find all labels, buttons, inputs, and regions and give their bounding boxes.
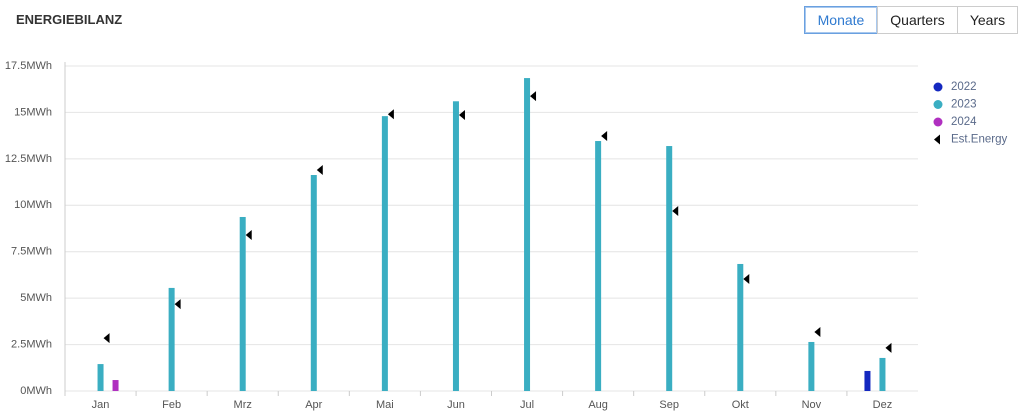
bar [864, 370, 871, 391]
y-tick-label: 17.5MWh [5, 60, 52, 72]
x-tick-label: Nov [802, 399, 822, 411]
x-tick-label: Dez [873, 399, 893, 411]
x-tick-label: Mrz [234, 399, 252, 411]
x-tick-label: Sep [659, 399, 679, 411]
x-tick-label: Feb [162, 399, 181, 411]
y-tick-label: 12.5MWh [5, 153, 52, 165]
est-marker [245, 230, 252, 240]
legend-label[interactable]: Est.Energy [951, 134, 1007, 146]
bar [879, 357, 886, 391]
est-marker [672, 206, 679, 217]
bar [452, 101, 459, 392]
bar [524, 78, 531, 392]
x-tick-label: Jul [520, 399, 534, 411]
legend-marker [934, 134, 940, 145]
x-tick-label: Jan [92, 399, 110, 411]
period-button[interactable]: Years [957, 6, 1018, 34]
est-marker [103, 333, 110, 344]
bar [381, 116, 388, 392]
bar [808, 341, 815, 391]
legend-label[interactable]: 2024 [951, 116, 977, 128]
legend-label[interactable]: 2022 [951, 81, 977, 93]
bar [737, 263, 744, 391]
legend-marker [933, 82, 943, 92]
est-marker [530, 91, 537, 102]
period-button[interactable]: Monate [804, 6, 878, 34]
est-marker [885, 342, 892, 353]
bar [666, 146, 673, 391]
bar [310, 175, 317, 391]
est-marker [743, 274, 750, 285]
y-tick-label: 7.5MWh [11, 246, 52, 258]
x-tick-label: Aug [588, 399, 608, 411]
y-tick-label: 2.5MWh [11, 338, 52, 350]
bar [239, 216, 246, 391]
bar [112, 380, 119, 391]
legend-label[interactable]: 2023 [951, 99, 977, 111]
x-tick-label: Okt [732, 399, 749, 411]
est-marker [814, 326, 821, 337]
y-tick-label: 10MWh [14, 199, 52, 211]
est-marker [387, 109, 394, 120]
legend-marker [933, 117, 943, 127]
x-tick-label: Mai [376, 399, 394, 411]
est-marker [174, 299, 181, 310]
bar [168, 287, 175, 391]
est-marker [458, 110, 465, 121]
bar [97, 364, 104, 391]
x-tick-label: Apr [305, 399, 322, 411]
y-tick-label: 15MWh [14, 106, 52, 118]
y-tick-label: 0MWh [20, 385, 52, 397]
app-title: ENERGIEBILANZ [16, 12, 123, 27]
legend-marker [933, 100, 943, 109]
y-tick-label: 5MWh [20, 292, 52, 304]
bar [595, 141, 602, 391]
est-marker [316, 165, 323, 175]
x-tick-label: Jun [447, 399, 465, 411]
est-marker [601, 131, 608, 142]
period-button[interactable]: Quarters [877, 6, 958, 34]
